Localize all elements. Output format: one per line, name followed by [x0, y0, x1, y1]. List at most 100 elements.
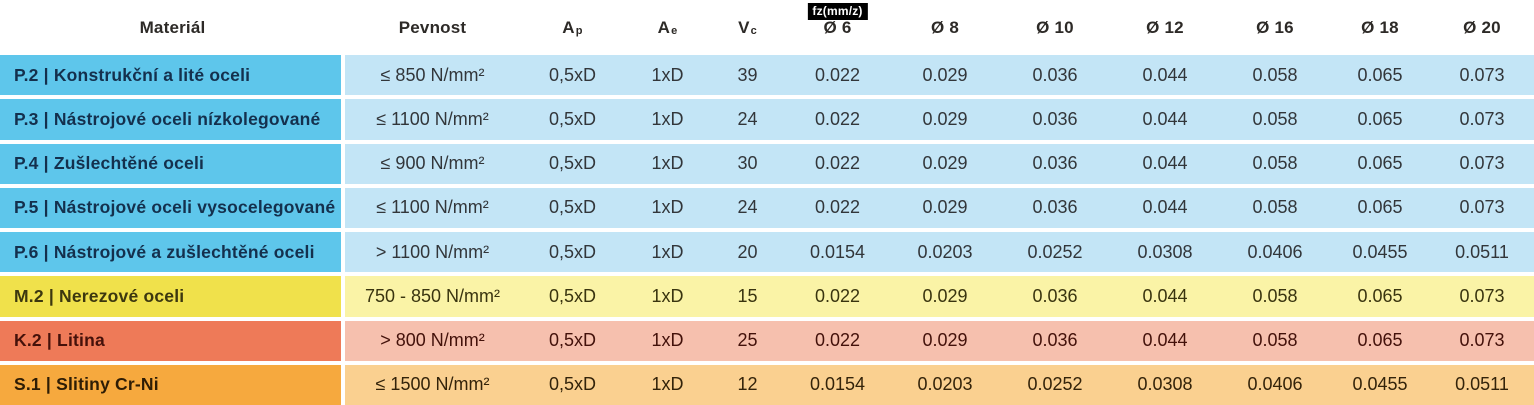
column-header-diameter-16: Ø 16 [1220, 0, 1330, 55]
vc-subscript: c [750, 24, 757, 37]
material-cell: K.2 | Litina [0, 320, 345, 361]
ap-cell: 0,5xD [520, 187, 625, 228]
material-cell: P.5 | Nástrojové oceli vysocelegované [0, 187, 345, 228]
fz-cell-8: 0.029 [890, 99, 1000, 140]
fz-cell-12: 0.044 [1110, 187, 1220, 228]
ap-label: A [562, 17, 575, 37]
fz-cell-12: 0.044 [1110, 55, 1220, 96]
table-row-s.1: S.1 | Slitiny Cr-Ni ≤ 1500 N/mm² 0,5xD 1xD 1… [0, 364, 1534, 405]
fz-cell-6: 0.022 [785, 55, 890, 96]
fz-cell-18: 0.0455 [1330, 232, 1430, 273]
diameter-label: Ø 8 [930, 17, 959, 37]
fz-cell-6: 0.022 [785, 320, 890, 361]
ap-subscript: p [575, 24, 583, 37]
diameter-label: Ø 10 [1036, 17, 1074, 37]
ae-subscript: e [671, 24, 678, 37]
vc-cell: 20 [710, 232, 785, 273]
fz-cell-18: 0.065 [1330, 276, 1430, 317]
fz-cell-20: 0.073 [1430, 55, 1534, 96]
pevnost-cell: ≤ 1100 N/mm² [345, 99, 520, 140]
fz-cell-16: 0.058 [1220, 187, 1330, 228]
fz-cell-6: 0.0154 [785, 364, 890, 405]
column-header-diameter-10: Ø 10 [1000, 0, 1110, 55]
vc-cell: 30 [710, 143, 785, 184]
ae-cell: 1xD [625, 187, 710, 228]
pevnost-cell: 750 - 850 N/mm² [345, 276, 520, 317]
ap-cell: 0,5xD [520, 99, 625, 140]
column-header-diameter-20: Ø 20 [1430, 0, 1534, 55]
fz-cell-16: 0.0406 [1220, 232, 1330, 273]
material-cell: S.1 | Slitiny Cr-Ni [0, 364, 345, 405]
vc-cell: 25 [710, 320, 785, 361]
fz-cell-8: 0.029 [890, 143, 1000, 184]
diameter-label: Ø 18 [1361, 17, 1399, 37]
diameter-label: Ø 20 [1463, 17, 1501, 37]
material-cell: P.6 | Nástrojové a zušlechtěné oceli [0, 232, 345, 273]
fz-cell-20: 0.073 [1430, 187, 1534, 228]
fz-cell-8: 0.029 [890, 187, 1000, 228]
fz-cell-10: 0.036 [1000, 276, 1110, 317]
diameter-label: Ø 16 [1256, 17, 1294, 37]
fz-cell-12: 0.044 [1110, 276, 1220, 317]
table-row-p.5: P.5 | Nástrojové oceli vysocelegované ≤ 1… [0, 187, 1534, 228]
fz-cell-16: 0.0406 [1220, 364, 1330, 405]
table-row-p.4: P.4 | Zušlechtěné oceli ≤ 900 N/mm² 0,5xD 1… [0, 143, 1534, 184]
fz-cell-20: 0.073 [1430, 320, 1534, 361]
fz-cell-20: 0.0511 [1430, 364, 1534, 405]
fz-cell-18: 0.065 [1330, 320, 1430, 361]
fz-cell-6: 0.022 [785, 99, 890, 140]
fz-cell-12: 0.044 [1110, 99, 1220, 140]
diameter-label: Ø 12 [1146, 17, 1184, 37]
ae-cell: 1xD [625, 99, 710, 140]
fz-cell-10: 0.0252 [1000, 232, 1110, 273]
fz-cell-10: 0.0252 [1000, 364, 1110, 405]
fz-cell-6: 0.0154 [785, 232, 890, 273]
vc-cell: 24 [710, 187, 785, 228]
fz-cell-18: 0.065 [1330, 187, 1430, 228]
fz-cell-12: 0.0308 [1110, 364, 1220, 405]
fz-cell-20: 0.073 [1430, 276, 1534, 317]
column-header-diameter-12: Ø 12 [1110, 0, 1220, 55]
vc-cell: 39 [710, 55, 785, 96]
fz-cell-20: 0.073 [1430, 143, 1534, 184]
ap-cell: 0,5xD [520, 232, 625, 273]
column-header-diameter-8: Ø 8 [890, 0, 1000, 55]
column-header-diameter-18: Ø 18 [1330, 0, 1430, 55]
vc-label: V [738, 17, 750, 37]
fz-cell-10: 0.036 [1000, 99, 1110, 140]
fz-cell-20: 0.0511 [1430, 232, 1534, 273]
fz-cell-10: 0.036 [1000, 143, 1110, 184]
ae-cell: 1xD [625, 276, 710, 317]
material-cell: P.4 | Zušlechtěné oceli [0, 143, 345, 184]
fz-cell-16: 0.058 [1220, 55, 1330, 96]
ap-cell: 0,5xD [520, 364, 625, 405]
table-row-p.6: P.6 | Nástrojové a zušlechtěné oceli > 11… [0, 232, 1534, 273]
fz-cell-10: 0.036 [1000, 187, 1110, 228]
fz-cell-12: 0.044 [1110, 320, 1220, 361]
vc-cell: 12 [710, 364, 785, 405]
table-row-m.2: M.2 | Nerezové oceli 750 - 850 N/mm² 0,5xD… [0, 276, 1534, 317]
fz-cell-18: 0.0455 [1330, 364, 1430, 405]
material-cell: P.2 | Konstrukční a lité oceli [0, 55, 345, 96]
column-header-material: Materiál [139, 17, 206, 37]
vc-cell: 15 [710, 276, 785, 317]
pevnost-cell: ≤ 1500 N/mm² [345, 364, 520, 405]
ae-cell: 1xD [625, 364, 710, 405]
fz-cell-8: 0.029 [890, 320, 1000, 361]
fz-cell-10: 0.036 [1000, 320, 1110, 361]
fz-cell-8: 0.0203 [890, 364, 1000, 405]
fz-cell-8: 0.0203 [890, 232, 1000, 273]
fz-cell-16: 0.058 [1220, 320, 1330, 361]
fz-cell-20: 0.073 [1430, 99, 1534, 140]
fz-cell-8: 0.029 [890, 55, 1000, 96]
column-header-pevnost: Pevnost [398, 17, 467, 37]
fz-cell-16: 0.058 [1220, 99, 1330, 140]
table-row-p.2: P.2 | Konstrukční a lité oceli ≤ 850 N/mm… [0, 55, 1534, 96]
pevnost-cell: ≤ 1100 N/mm² [345, 187, 520, 228]
ae-cell: 1xD [625, 232, 710, 273]
fz-cell-18: 0.065 [1330, 143, 1430, 184]
fz-cell-6: 0.022 [785, 187, 890, 228]
